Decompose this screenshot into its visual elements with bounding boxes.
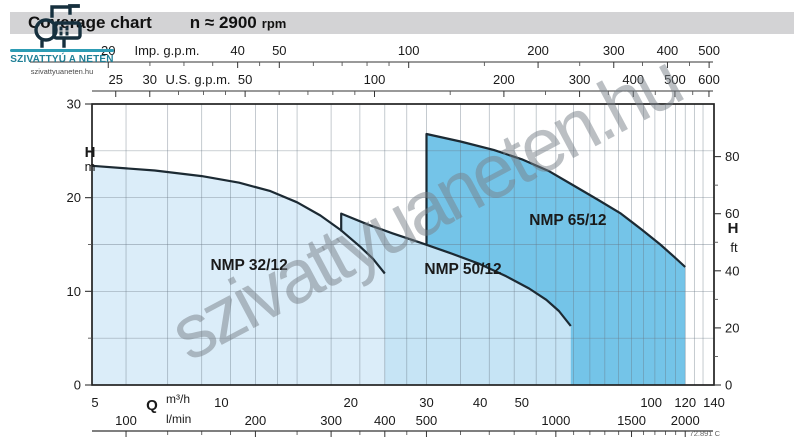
h-ft-tick-label: 60 <box>725 206 739 221</box>
imp_gpm-tick-label: 500 <box>698 43 720 58</box>
us_gpm-tick-label: 25 <box>109 72 123 87</box>
q-m3h-tick-label: 140 <box>703 395 725 410</box>
us_gpm-tick-label: 300 <box>569 72 591 87</box>
q-m3h-tick-label: 30 <box>419 395 433 410</box>
q-m3h-tick-label: 20 <box>344 395 358 410</box>
q-axis-title: Q <box>146 397 158 414</box>
imp_gpm-tick-label: 300 <box>603 43 625 58</box>
h-ft-tick-label: 0 <box>725 378 732 393</box>
region-label: NMP 50/12 <box>424 261 501 278</box>
region-outline <box>340 212 572 327</box>
q-lmin-tick-label: 200 <box>245 413 267 428</box>
q-lmin-tick-label: 400 <box>374 413 396 428</box>
brand-name: SZIVATTYÚ A NETEN <box>10 54 114 65</box>
imp_gpm-tick-label: 100 <box>398 43 420 58</box>
logo: SZIVATTYÚ A NETEN szivattyuaneten.hu <box>8 2 116 76</box>
q-lmin-tick-label: 1500 <box>617 413 646 428</box>
h-ft-tick-label: 40 <box>725 263 739 278</box>
q-m3h-tick-label: 120 <box>674 395 696 410</box>
q-lmin-axis-unit: l/min <box>166 412 191 426</box>
q-lmin-tick-label: 500 <box>416 413 438 428</box>
q-m3h-tick-label: 100 <box>640 395 662 410</box>
us_gpm-tick-label: 500 <box>664 72 686 87</box>
h-ft-axis-title: H <box>728 220 739 237</box>
imp_gpm-tick-label: 50 <box>272 43 286 58</box>
h-ft-tick-label: 20 <box>725 320 739 335</box>
imp_gpm-tick-label: 400 <box>657 43 679 58</box>
h-ft-axis-unit: ft <box>730 240 738 255</box>
logo-underline <box>10 49 114 52</box>
q-lmin-tick-label: 300 <box>320 413 342 428</box>
h-m-tick-label: 10 <box>67 284 81 299</box>
q-lmin-tick-label: 1000 <box>541 413 570 428</box>
q-lmin-tick-label: 2000 <box>671 413 700 428</box>
region-outline <box>425 132 686 268</box>
h-m-axis-title: H <box>85 144 96 161</box>
imp_gpm-tick-label: 200 <box>527 43 549 58</box>
imp_gpm-axis-title: Imp. g.p.m. <box>134 43 199 58</box>
pump-icon <box>34 4 82 48</box>
speed-unit: rpm <box>261 16 287 31</box>
q-m3h-tick-label: 40 <box>473 395 487 410</box>
q-m3h-tick-label: 10 <box>214 395 228 410</box>
title-bar: Coverage chart n ≈ 2900 rpm <box>10 12 794 34</box>
q-m3h-tick-label: 50 <box>515 395 529 410</box>
h-m-tick-label: 20 <box>67 190 81 205</box>
q-lmin-tick-label: 100 <box>115 413 137 428</box>
us_gpm-tick-label: 200 <box>493 72 515 87</box>
h-m-tick-label: 0 <box>74 378 81 393</box>
h-m-tick-label: 30 <box>67 97 81 112</box>
brand-domain: szivattyuaneten.hu <box>30 67 94 76</box>
imp_gpm-tick-label: 40 <box>230 43 244 58</box>
us_gpm-tick-label: 30 <box>143 72 157 87</box>
us_gpm-tick-label: 100 <box>364 72 386 87</box>
region-outline <box>91 164 386 275</box>
page-title: Coverage chart <box>28 13 152 32</box>
region-label: NMP 65/12 <box>529 212 606 229</box>
h-ft-tick-label: 80 <box>725 149 739 164</box>
q-m3h-axis-unit: m³/h <box>166 392 190 406</box>
drawing-code: 72.891 C <box>689 429 720 438</box>
region-label: NMP 32/12 <box>210 257 287 274</box>
q-m3h-tick-label: 5 <box>91 395 98 410</box>
us_gpm-tick-label: 50 <box>238 72 252 87</box>
us_gpm-tick-label: 400 <box>622 72 644 87</box>
h-m-axis-unit: m <box>85 159 96 174</box>
us_gpm-tick-label: 600 <box>698 72 720 87</box>
speed-label: n ≈ 2900 <box>189 13 257 32</box>
region-fill <box>341 213 571 385</box>
region-fill <box>92 165 385 385</box>
us_gpm-axis-title: U.S. g.p.m. <box>165 72 230 87</box>
